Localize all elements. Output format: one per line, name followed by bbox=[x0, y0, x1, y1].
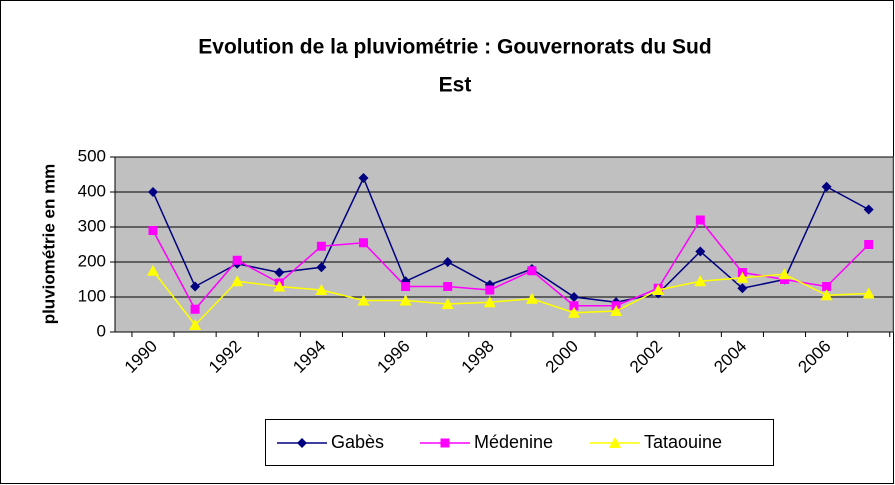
marker bbox=[357, 294, 370, 306]
marker bbox=[569, 301, 579, 311]
y-tick-label: 500 bbox=[78, 146, 106, 165]
marker bbox=[189, 319, 202, 330]
marker bbox=[274, 267, 285, 278]
marker bbox=[736, 271, 749, 283]
series-line bbox=[152, 270, 869, 327]
legend-box bbox=[265, 419, 774, 466]
marker bbox=[148, 226, 158, 235]
marker bbox=[231, 275, 244, 287]
marker bbox=[652, 284, 665, 295]
series-line bbox=[152, 218, 870, 311]
marker bbox=[483, 296, 496, 308]
legend-label: Médenine bbox=[474, 432, 553, 452]
y-tick-label: 200 bbox=[78, 251, 106, 270]
marker bbox=[190, 304, 200, 314]
marker bbox=[610, 305, 623, 316]
marker bbox=[820, 289, 833, 301]
marker bbox=[568, 306, 580, 318]
marker bbox=[297, 438, 307, 448]
y-tick-label: 400 bbox=[78, 181, 106, 200]
marker bbox=[315, 284, 328, 295]
marker bbox=[232, 255, 242, 265]
marker bbox=[273, 280, 286, 292]
marker bbox=[527, 266, 537, 276]
marker bbox=[148, 187, 158, 197]
y-tick-label: 300 bbox=[78, 216, 106, 235]
marker bbox=[358, 173, 369, 183]
marker bbox=[525, 292, 538, 304]
marker bbox=[862, 287, 875, 299]
marker bbox=[822, 282, 832, 291]
marker bbox=[359, 238, 368, 248]
marker bbox=[569, 292, 579, 302]
marker bbox=[401, 282, 411, 291]
marker bbox=[737, 283, 748, 294]
marker bbox=[821, 181, 832, 192]
legend-label: Gabès bbox=[331, 432, 384, 452]
marker bbox=[316, 262, 327, 273]
marker bbox=[190, 281, 201, 292]
marker bbox=[695, 246, 706, 257]
plot-area bbox=[114, 156, 894, 333]
marker bbox=[609, 437, 621, 448]
marker bbox=[443, 282, 453, 291]
y-tick-label: 0 bbox=[97, 321, 106, 340]
legend-label: Tataouine bbox=[644, 432, 722, 452]
marker bbox=[485, 285, 495, 295]
marker bbox=[442, 257, 453, 267]
marker bbox=[440, 438, 450, 448]
chart-title: Est bbox=[439, 74, 472, 97]
marker bbox=[780, 275, 789, 284]
series-line bbox=[152, 176, 870, 304]
marker bbox=[778, 268, 791, 280]
y-axis-label: pluviométrie en mm bbox=[39, 164, 58, 325]
marker bbox=[399, 294, 412, 306]
marker bbox=[441, 298, 454, 309]
marker bbox=[695, 215, 705, 225]
marker bbox=[694, 275, 707, 287]
marker bbox=[864, 240, 874, 249]
marker bbox=[863, 204, 874, 215]
marker bbox=[316, 241, 326, 251]
legend: Gabès Médenine Tataouine bbox=[265, 419, 774, 466]
marker bbox=[147, 264, 159, 276]
chart-title: Evolution de la pluviométrie : Gouvernor… bbox=[198, 36, 711, 59]
y-tick-label: 100 bbox=[78, 286, 106, 305]
